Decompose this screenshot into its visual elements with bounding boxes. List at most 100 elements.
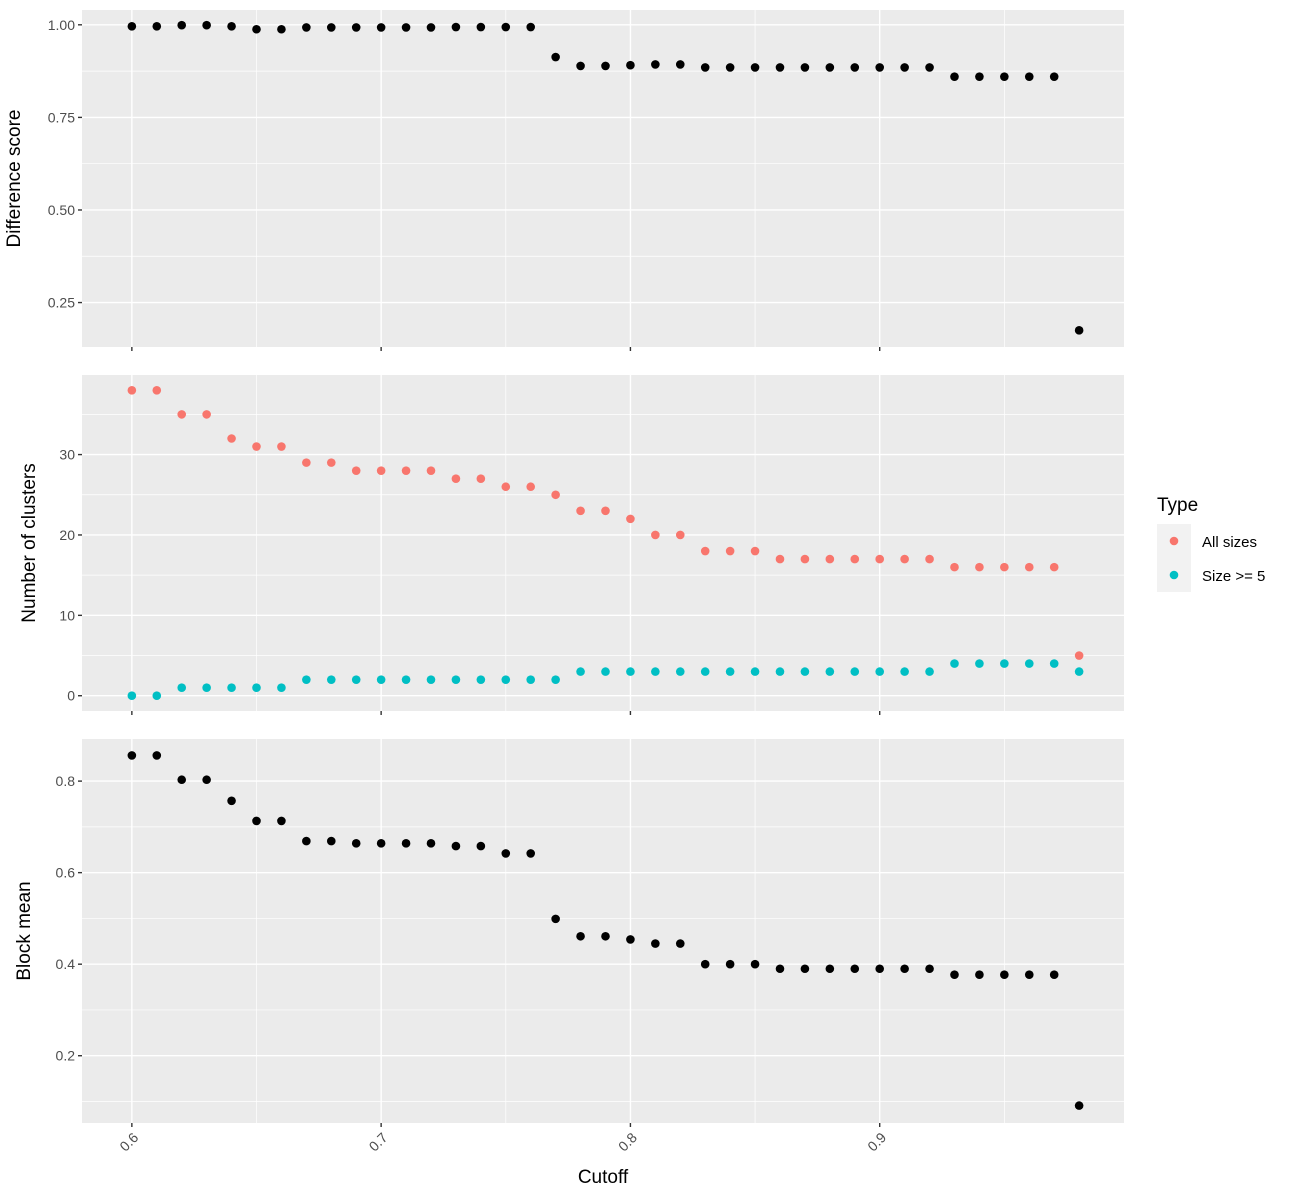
data-point: [651, 530, 660, 540]
data-point: [177, 775, 187, 785]
x-axis-title: Cutoff: [578, 1167, 629, 1188]
data-point: [601, 931, 610, 941]
y-tick-label: 0.8: [56, 773, 76, 789]
data-point: [152, 21, 162, 31]
data-point: [626, 60, 635, 70]
data-point: [376, 23, 386, 32]
y-tick-label: 0.25: [48, 295, 75, 311]
series-size-5: [127, 659, 1084, 701]
data-point: [551, 490, 560, 500]
data-point: [1074, 667, 1084, 676]
data-point: [675, 939, 685, 948]
data-point: [326, 458, 336, 467]
y-axis-title: Block mean: [14, 881, 35, 980]
data-point: [202, 683, 211, 692]
panels: 0.25 0.50 0.75 1.00 Difference score 0 10 20 30 N…: [4, 10, 1124, 1127]
y-tick-label: 0.6: [56, 865, 76, 881]
data-point: [302, 458, 311, 467]
y-tick-label: 0.75: [48, 109, 75, 125]
data-point: [152, 691, 162, 701]
data-point: [725, 546, 735, 556]
data-point: [1049, 72, 1059, 81]
data-point: [351, 23, 361, 32]
data-point: [1074, 326, 1084, 335]
data-point: [925, 964, 934, 974]
data-point: [675, 60, 685, 69]
data-point: [302, 836, 311, 846]
data-point: [277, 442, 286, 451]
data-point: [975, 970, 984, 980]
data-point: [451, 841, 461, 851]
data-point: [526, 675, 536, 684]
data-point: [850, 554, 860, 564]
panel-1: 0.25 0.50 0.75 1.00 Difference score: [4, 10, 1124, 351]
data-point: [800, 554, 810, 564]
data-point: [775, 964, 785, 974]
data-point: [252, 442, 261, 451]
data-point: [1000, 562, 1009, 572]
y-tick-label: 10: [59, 607, 75, 623]
data-point: [1074, 1101, 1084, 1110]
data-point: [227, 21, 236, 31]
legend-key-all-sizes: [1169, 536, 1179, 546]
data-point: [975, 72, 984, 81]
data-point: [975, 659, 984, 668]
data-point: [875, 554, 885, 564]
data-point: [651, 667, 660, 676]
data-point: [501, 675, 511, 684]
data-point: [626, 935, 635, 944]
data-point: [700, 63, 710, 72]
data-point: [576, 667, 585, 676]
data-point: [626, 514, 635, 524]
data-point: [1024, 659, 1034, 668]
data-point: [326, 23, 336, 32]
data-point: [426, 23, 436, 32]
data-point: [426, 675, 436, 684]
data-point: [1024, 562, 1034, 572]
data-point: [476, 474, 486, 483]
data-point: [127, 21, 137, 31]
legend-label-all-sizes: All sizes: [1202, 534, 1257, 551]
data-point: [576, 506, 585, 516]
data-point: [252, 24, 261, 34]
series-points: [127, 751, 1084, 1110]
panel-3: 0.2 0.4 0.6 0.8 Block mean: [14, 739, 1124, 1127]
data-point: [950, 970, 959, 980]
data-point: [1000, 659, 1009, 668]
data-point: [426, 466, 436, 475]
data-point: [651, 939, 660, 948]
data-point: [501, 849, 511, 858]
data-point: [401, 675, 411, 684]
data-point: [177, 410, 187, 419]
data-point: [401, 466, 411, 475]
data-point: [376, 839, 386, 848]
y-tick-label: 0.2: [56, 1048, 76, 1064]
data-point: [501, 482, 511, 492]
data-point: [451, 675, 461, 684]
data-point: [850, 63, 860, 72]
data-point: [700, 959, 710, 969]
y-tick-label: 30: [59, 447, 75, 463]
data-point: [875, 964, 885, 974]
data-point: [426, 839, 436, 848]
data-point: [850, 964, 860, 974]
data-point: [202, 775, 211, 785]
data-point: [750, 667, 760, 676]
data-point: [177, 683, 187, 692]
data-point: [725, 63, 735, 72]
panel-background: [82, 375, 1124, 711]
data-point: [326, 675, 336, 684]
data-point: [252, 683, 261, 692]
data-point: [925, 63, 934, 72]
x-tick-label: 0.7: [366, 1129, 391, 1154]
data-point: [1024, 72, 1034, 81]
data-point: [675, 667, 685, 676]
data-point: [576, 931, 585, 941]
data-point: [326, 836, 336, 846]
data-point: [302, 23, 311, 32]
data-point: [675, 530, 685, 540]
panel-background: [82, 739, 1124, 1123]
data-point: [451, 22, 461, 32]
data-point: [476, 22, 486, 32]
data-point: [750, 63, 760, 72]
